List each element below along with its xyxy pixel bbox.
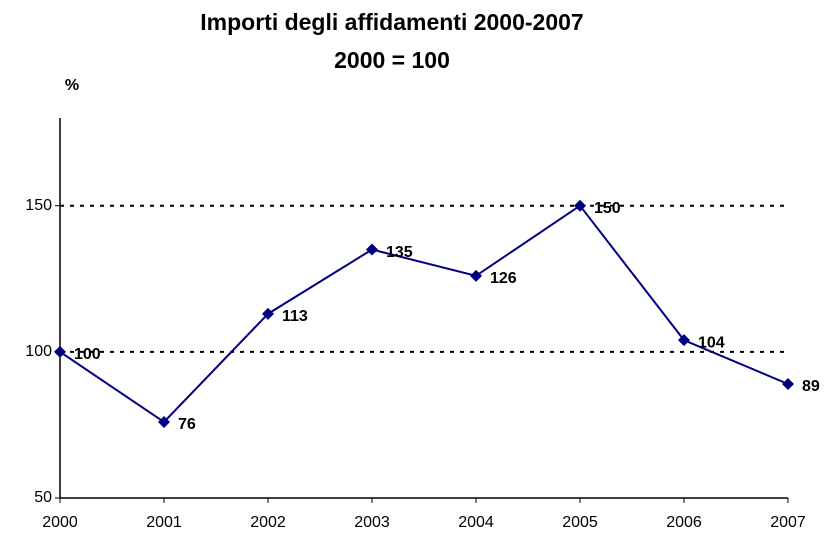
chart-subtitle: 2000 = 100: [334, 47, 450, 73]
value-label: 113: [282, 308, 308, 325]
value-label: 150: [594, 200, 621, 217]
y-tick-label: 150: [25, 197, 52, 214]
x-tick-label: 2006: [666, 514, 702, 531]
marker: [366, 243, 378, 256]
marker: [782, 378, 794, 390]
value-label: 126: [490, 270, 517, 287]
marker: [470, 269, 482, 282]
x-tick-label: 2005: [562, 514, 598, 531]
y-tick-label: 50: [34, 489, 52, 506]
line: [59, 204, 789, 424]
value-label: 89: [802, 378, 820, 395]
y-axis-label: %: [65, 77, 79, 94]
marker: [574, 199, 586, 212]
marker: [158, 416, 170, 428]
value-label: 104: [698, 334, 725, 351]
y-tick-label: 100: [25, 343, 52, 360]
x-tick-label: 2004: [458, 514, 494, 531]
x-tick-label: 2003: [354, 514, 390, 531]
value-label: 100: [74, 346, 101, 363]
marker: [262, 307, 274, 320]
marker: [54, 345, 66, 358]
x-tick-label: 2001: [146, 514, 182, 531]
value-label: 135: [386, 244, 413, 261]
x-tick-label: 2000: [42, 514, 78, 531]
chart-title: Importi degli affidamenti 2000-2007: [200, 9, 583, 35]
marker: [678, 334, 690, 347]
x-tick-label: 2007: [770, 514, 806, 531]
x-tick-label: 2002: [250, 514, 286, 531]
value-label: 76: [178, 416, 196, 433]
